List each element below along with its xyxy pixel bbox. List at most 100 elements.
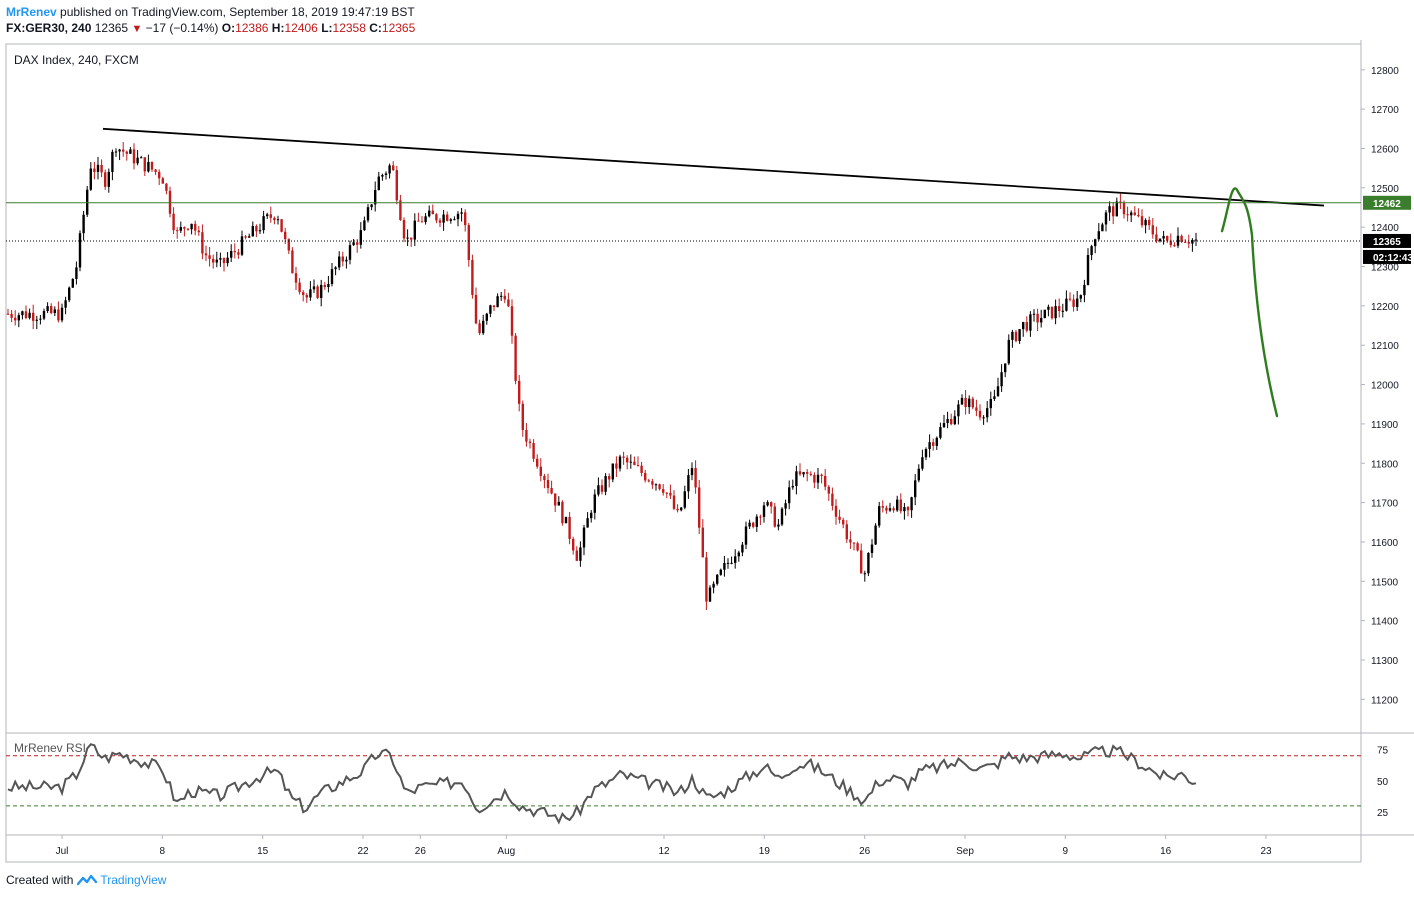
time-tick-label: 19 <box>759 846 771 857</box>
author-link[interactable]: MrRenev <box>6 5 57 19</box>
candle-body <box>1133 212 1136 215</box>
level-price-tag: 12462 <box>1373 199 1401 210</box>
candle-body <box>172 213 175 231</box>
candle-body <box>1076 298 1079 307</box>
candle-body <box>726 562 730 564</box>
candle-body <box>1130 212 1133 216</box>
candle-body <box>597 485 600 495</box>
candle-body <box>366 207 370 221</box>
candle-body <box>924 449 928 458</box>
candle-body <box>312 286 316 290</box>
candle-body <box>122 149 125 152</box>
candle-body <box>1004 363 1007 373</box>
candle-body <box>647 480 650 482</box>
candle-body <box>21 311 24 316</box>
candle-body <box>759 516 762 518</box>
candle-body <box>1126 214 1129 216</box>
created-with-label: Created with <box>6 873 74 887</box>
candle-body <box>359 230 362 245</box>
candle-body <box>716 574 719 584</box>
candle-body <box>1065 298 1068 311</box>
candle-body <box>32 312 35 321</box>
candle-body <box>1036 313 1039 323</box>
candle-body <box>1140 216 1144 226</box>
candle-body <box>903 507 906 512</box>
candle-body <box>244 236 247 238</box>
candle-body <box>1112 206 1115 217</box>
candle-body <box>215 259 218 263</box>
price-tick-label: 12400 <box>1371 223 1399 234</box>
candle-body <box>917 468 920 481</box>
rsi-title: MrRenev RSI <box>14 741 86 755</box>
candle-body <box>1137 214 1140 217</box>
candle-body <box>960 397 964 405</box>
candle-body <box>338 256 341 268</box>
candle-body <box>330 269 334 284</box>
candle-body <box>618 456 622 469</box>
candle-body <box>46 306 49 312</box>
price-tick-label: 11300 <box>1371 656 1399 667</box>
candle-body <box>845 524 848 540</box>
last-price-tag: 12365 <box>1373 237 1401 248</box>
tradingview-link[interactable]: TradingView <box>77 873 166 887</box>
candle-body <box>161 178 164 184</box>
candle-body <box>791 485 794 488</box>
candle-body <box>107 171 110 187</box>
candle-body <box>964 397 967 408</box>
candle-body <box>626 457 629 463</box>
candle-body <box>1079 295 1082 299</box>
candle-body <box>1155 234 1158 242</box>
countdown-tag: 02:12:43 <box>1373 253 1413 264</box>
candle-body <box>204 253 208 256</box>
candle-body <box>294 273 298 283</box>
candle-body <box>464 212 467 226</box>
candle-body <box>687 475 690 492</box>
candle-body <box>435 214 438 221</box>
candle-body <box>334 267 337 270</box>
candle-body <box>298 282 301 293</box>
price-tick-label: 11900 <box>1371 420 1399 431</box>
candle-body <box>266 214 269 217</box>
candle-body <box>500 295 503 297</box>
candle-body <box>881 506 884 508</box>
time-tick-label: 23 <box>1260 846 1272 857</box>
price-tick-label: 12200 <box>1371 302 1399 313</box>
candle-body <box>672 495 676 509</box>
resistance-trendline[interactable] <box>102 127 1325 207</box>
candle-body <box>770 502 773 507</box>
candle-body <box>165 183 168 191</box>
high-label: H: <box>271 21 285 35</box>
candle-body <box>89 168 92 190</box>
forecast-path[interactable] <box>1220 187 1279 418</box>
candle-body <box>978 410 982 418</box>
candle-body <box>1191 239 1194 244</box>
candle-body <box>402 219 406 239</box>
symbol-label[interactable]: FX:GER30, 240 <box>6 21 92 35</box>
candle-body <box>291 250 294 274</box>
candle-body <box>622 456 625 458</box>
candle-body <box>503 295 506 300</box>
candle-body <box>194 223 197 231</box>
candle-body <box>701 527 704 558</box>
candle-body <box>957 404 960 417</box>
candle-body <box>784 503 787 509</box>
candle-body <box>755 516 758 527</box>
countdown-tag-bg <box>1363 249 1411 264</box>
candle-body <box>568 516 571 539</box>
candle-body <box>802 472 805 475</box>
candle-body <box>114 151 118 153</box>
down-arrow-icon: ▼ <box>131 23 143 35</box>
candle-body <box>806 472 809 474</box>
candle-body <box>658 484 661 490</box>
candle-body <box>287 239 290 251</box>
candle-body <box>690 468 694 476</box>
candle-body <box>179 227 182 231</box>
candle-body <box>323 284 326 288</box>
candle-body <box>456 213 460 220</box>
candle-body <box>849 539 852 543</box>
candle-body <box>813 474 816 483</box>
candle-body <box>1058 306 1061 312</box>
candle-body <box>528 441 532 443</box>
candle-body <box>698 487 701 528</box>
